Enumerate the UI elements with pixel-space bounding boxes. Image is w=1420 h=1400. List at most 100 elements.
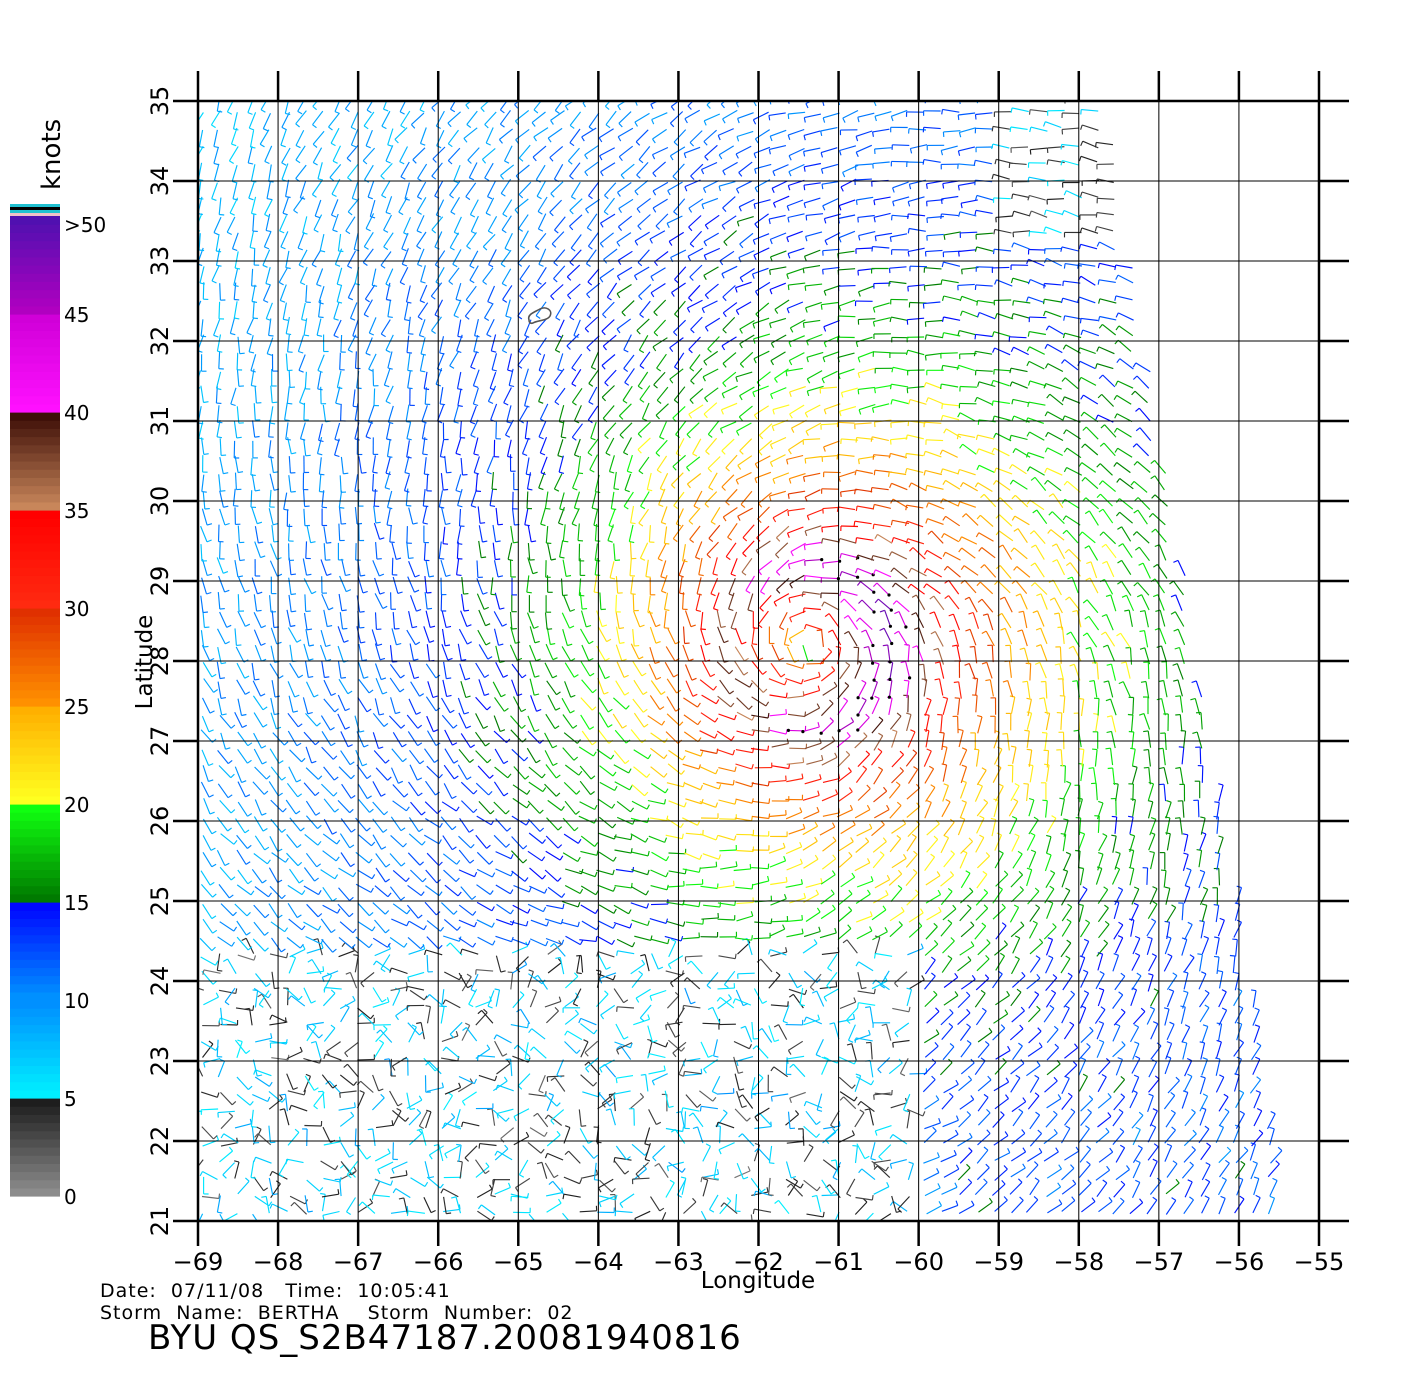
wind-vector-barb [405, 981, 408, 988]
wind-vector [1061, 626, 1065, 644]
wind-vector [1201, 1197, 1210, 1214]
wind-vector [520, 1008, 531, 1025]
wind-vector [441, 643, 449, 661]
wind-vector-barb [865, 837, 870, 842]
wind-vector-barb [681, 1107, 684, 1113]
wind-vector [441, 989, 445, 1007]
wind-vector [822, 685, 838, 696]
wind-vector-barb [1256, 1042, 1262, 1047]
wind-vector [1129, 1202, 1144, 1215]
wind-vector-barb [598, 1187, 602, 1193]
wind-vector [682, 903, 700, 908]
wind-vector [494, 766, 509, 779]
wind-vector-barb [601, 1103, 606, 1108]
wind-vector [545, 1010, 559, 1024]
wind-vector [856, 1143, 866, 1159]
wind-vector [217, 783, 229, 799]
wind-vector [271, 937, 282, 953]
wind-vector [494, 697, 505, 712]
wind-vector-barb [237, 1039, 243, 1043]
wind-vector [346, 1197, 356, 1213]
wind-vector-barb [923, 568, 928, 574]
wind-vector-barb [490, 810, 495, 815]
wind-vector [216, 849, 226, 866]
wind-vector [458, 628, 468, 645]
wind-vector [632, 629, 635, 647]
wind-vector [1132, 1162, 1141, 1179]
wind-vector-barb [716, 997, 721, 1002]
wind-vector [1235, 939, 1238, 957]
wind-vector-barb [575, 810, 580, 815]
wind-vector [888, 784, 901, 799]
wind-vector [895, 582, 910, 594]
wind-vector-barb [223, 958, 228, 962]
wind-vector-barb [392, 1188, 397, 1194]
wind-vector [491, 1108, 496, 1126]
wind-vector [1008, 801, 1019, 817]
wind-vector-barb [1199, 920, 1205, 923]
wind-vector [668, 852, 686, 855]
wind-vector [720, 865, 738, 870]
wind-vector-barb [877, 1068, 882, 1074]
wind-vector [476, 1188, 493, 1199]
wind-vector [960, 1062, 975, 1075]
wind-vector-barb [261, 761, 267, 765]
wind-vector-barb [1175, 1178, 1180, 1184]
wind-vector-barb [855, 617, 861, 622]
wind-vector [513, 1108, 530, 1118]
wind-vector-barb [1052, 923, 1057, 928]
wind-vector-barb [1134, 546, 1140, 551]
wind-vector [1199, 833, 1207, 851]
wind-vector-barb [897, 869, 903, 875]
wind-vector [750, 1077, 756, 1094]
wind-vector [1132, 783, 1134, 802]
wind-vector-barb [624, 759, 630, 765]
wind-vector-barb [301, 890, 306, 895]
wind-vector [837, 685, 850, 700]
colorbar-segment [10, 1171, 60, 1181]
wind-vector-barb [1240, 1160, 1246, 1165]
wind-vector-barb [1057, 1182, 1062, 1188]
wind-vector [1132, 1129, 1141, 1146]
wind-vector [858, 961, 874, 972]
wind-vector [392, 869, 407, 883]
colorbar-segment [10, 265, 60, 274]
wind-vector-barb [208, 763, 214, 767]
wind-vector [390, 816, 402, 832]
wind-vector-barb [366, 827, 371, 832]
wind-vector [645, 1074, 649, 1092]
wind-vector-barb [615, 1078, 618, 1084]
wind-vector-barb [969, 887, 974, 892]
wind-vector [563, 732, 578, 744]
wind-vector [269, 560, 278, 577]
wind-vector-barb [632, 819, 636, 825]
wind-vector [375, 1028, 388, 1043]
wind-vector [1015, 580, 1028, 594]
wind-vector-barb [185, 1109, 186, 1114]
wind-vector [924, 1033, 940, 1044]
wind-vector [769, 780, 787, 783]
wind-vector [517, 1073, 531, 1087]
wind-vector [926, 1011, 940, 1024]
wind-vector-barb [341, 609, 347, 612]
wind-vector-barb [245, 861, 251, 865]
wind-vector [1182, 854, 1189, 871]
colorbar-segment [10, 755, 60, 764]
wind-vector [371, 1097, 385, 1111]
wind-vector-barb [938, 906, 942, 912]
wind-vector-barb [263, 790, 269, 795]
wind-vector [293, 1201, 308, 1215]
wind-vector-barb [644, 1143, 650, 1146]
wind-vector-barb [1086, 561, 1092, 565]
wind-vector [925, 875, 941, 886]
wind-vector-barb [849, 804, 854, 810]
wind-vector [943, 821, 955, 837]
wind-vector-barb [596, 1141, 602, 1144]
wind-vector-barb [257, 993, 263, 998]
wind-vector [547, 1152, 564, 1161]
wind-vector-barb [785, 692, 788, 698]
wind-vector-barb [265, 983, 271, 988]
wind-vector-barb [1015, 1074, 1021, 1079]
wind-vector-barb [710, 593, 716, 597]
wind-vector [371, 1180, 381, 1197]
